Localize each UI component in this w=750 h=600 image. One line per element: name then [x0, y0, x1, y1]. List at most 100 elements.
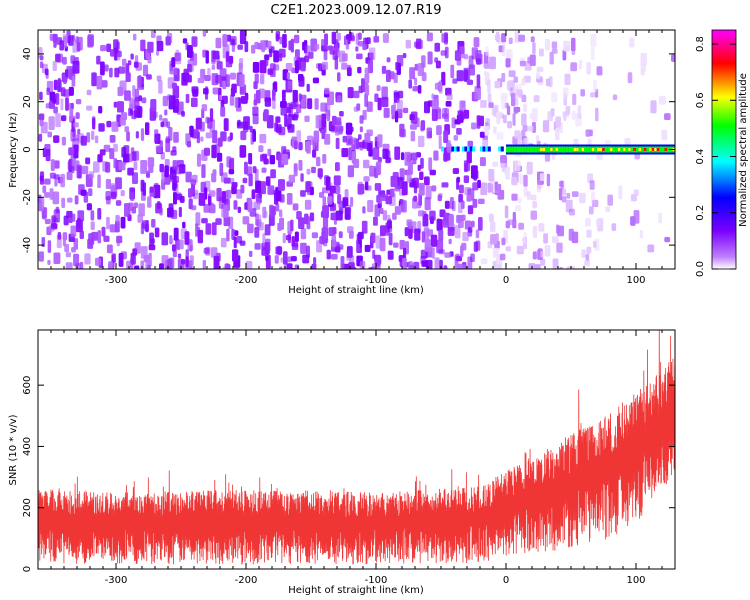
- heatmap-cell: [584, 260, 590, 267]
- heatmap-cell: [450, 64, 455, 79]
- heatmap-cell: [298, 74, 304, 81]
- heatmap-cell: [304, 115, 310, 122]
- heatmap-cell: [131, 252, 136, 265]
- heatmap-cell: [106, 120, 112, 128]
- y-tick-label: 0: [22, 566, 33, 572]
- heatmap-cell: [364, 84, 370, 96]
- colorbar-label: Normalized spectral amplitude: [738, 73, 749, 227]
- heatmap-cell: [595, 107, 599, 122]
- heatmap-cell: [138, 203, 145, 217]
- heatmap-cell: [470, 253, 475, 262]
- signal-core: [506, 148, 510, 151]
- heatmap-cell: [318, 63, 323, 72]
- heatmap-cell: [88, 188, 93, 197]
- heatmap-cell: [630, 194, 637, 202]
- heatmap-cell: [362, 109, 367, 120]
- heatmap-cell: [113, 101, 118, 108]
- heatmap-cell: [514, 160, 521, 172]
- heatmap-cell: [237, 44, 243, 50]
- heatmap-cell: [590, 47, 595, 60]
- heatmap-cell: [60, 87, 66, 97]
- heatmap-cell: [372, 263, 377, 269]
- heatmap-cell: [103, 144, 111, 152]
- signal-segment: [500, 146, 504, 152]
- heatmap-cell: [532, 42, 536, 55]
- heatmap-cell: [487, 79, 491, 94]
- heatmap-cell: [39, 175, 44, 182]
- heatmap-cell: [200, 136, 204, 142]
- heatmap-cell: [476, 74, 481, 89]
- heatmap-cell: [240, 96, 248, 104]
- heatmap-cell: [376, 194, 381, 203]
- heatmap-cell: [477, 115, 484, 127]
- heatmap-cell: [73, 253, 80, 267]
- heatmap-cell: [98, 106, 103, 114]
- heatmap-cell: [203, 247, 210, 254]
- signal-core: [607, 148, 611, 151]
- signal-core: [563, 148, 567, 151]
- heatmap-cell: [387, 250, 394, 260]
- heatmap-cell: [488, 169, 495, 182]
- heatmap-cell: [409, 114, 415, 121]
- heatmap-cell: [322, 154, 327, 164]
- heatmap-cell: [188, 198, 193, 210]
- heatmap-cell: [76, 164, 82, 179]
- heatmap-cell: [312, 136, 317, 147]
- heatmap-cell: [414, 77, 418, 86]
- heatmap-cell: [521, 77, 526, 86]
- heatmap-cell: [555, 127, 560, 141]
- heatmap-cell: [54, 179, 58, 187]
- heatmap-cell: [596, 66, 603, 76]
- heatmap-cell: [285, 63, 293, 72]
- heatmap-cell: [124, 203, 131, 217]
- heatmap-cell: [473, 241, 478, 252]
- heatmap-cell: [212, 130, 218, 144]
- heatmap-cell: [555, 116, 562, 128]
- heatmap-cell: [350, 35, 355, 42]
- snr-series: [38, 330, 675, 565]
- signal-core: [547, 148, 551, 151]
- heatmap-cell: [253, 99, 258, 106]
- heatmap-cell: [444, 252, 452, 258]
- heatmap-cell: [563, 87, 569, 98]
- heatmap-cell: [478, 198, 485, 204]
- heatmap-cell: [147, 41, 154, 53]
- heatmap-cell: [182, 221, 186, 229]
- heatmap-cell: [204, 147, 210, 156]
- heatmap-cell: [120, 190, 125, 197]
- heatmap-cell: [211, 73, 219, 86]
- heatmap-cell: [312, 77, 319, 84]
- heatmap-cell: [230, 87, 235, 97]
- heatmap-cell: [129, 97, 136, 109]
- heatmap-cell: [517, 198, 522, 204]
- heatmap-cell: [282, 69, 288, 81]
- signal-core: [623, 148, 627, 151]
- heatmap-cell: [260, 74, 265, 85]
- heatmap-cell: [319, 192, 325, 198]
- heatmap-cell: [100, 45, 107, 52]
- heatmap-cell: [262, 206, 267, 219]
- heatmap-cell: [85, 157, 91, 165]
- heatmap-cell: [430, 234, 438, 247]
- heatmap-cell: [286, 263, 293, 269]
- heatmap-cell: [90, 210, 95, 221]
- heatmap-cell: [127, 167, 134, 176]
- heatmap-cell: [335, 210, 343, 221]
- heatmap-cell: [571, 110, 576, 120]
- signal-core: [545, 148, 549, 151]
- heatmap-cell: [263, 109, 269, 122]
- heatmap-cell: [420, 157, 424, 169]
- heatmap-cell: [275, 33, 279, 42]
- heatmap-cell: [519, 173, 523, 185]
- heatmap-cell: [568, 208, 575, 216]
- heatmap-cell: [254, 227, 260, 238]
- heatmap-cell: [316, 156, 321, 167]
- heatmap-cell: [552, 258, 559, 269]
- heatmap-cell: [86, 105, 93, 111]
- heatmap-cells: [38, 30, 675, 269]
- heatmap-cell: [90, 221, 95, 230]
- heatmap-cell: [394, 206, 401, 215]
- heatmap-cell: [173, 192, 177, 205]
- signal-core: [630, 148, 634, 151]
